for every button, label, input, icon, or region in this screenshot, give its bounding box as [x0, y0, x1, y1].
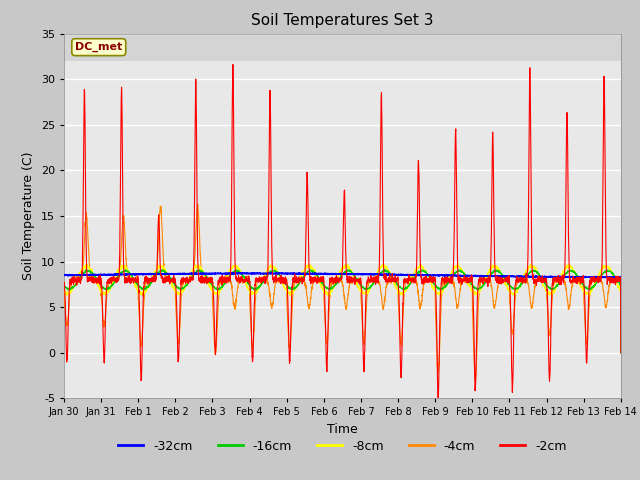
-32cm [617, 274, 625, 280]
-2cm [606, 280, 614, 286]
Line: -2cm: -2cm [64, 64, 621, 399]
-16cm [124, 269, 132, 275]
Text: DC_met: DC_met [75, 42, 122, 52]
-4cm [124, 272, 131, 277]
-4cm [274, 279, 282, 285]
-32cm [256, 270, 264, 276]
-16cm [60, 282, 68, 288]
X-axis label: Time: Time [327, 423, 358, 436]
-32cm [606, 274, 614, 280]
-32cm [546, 275, 554, 280]
-4cm [60, 292, 68, 298]
-2cm [617, 350, 625, 356]
Line: -8cm: -8cm [64, 264, 621, 353]
-8cm [298, 275, 305, 280]
Legend: -32cm, -16cm, -8cm, -4cm, -2cm: -32cm, -16cm, -8cm, -4cm, -2cm [113, 435, 572, 458]
-16cm [298, 276, 306, 282]
-32cm [274, 271, 282, 277]
-2cm [298, 274, 306, 280]
-4cm [606, 281, 614, 287]
-16cm [617, 350, 625, 356]
-2cm [274, 278, 282, 284]
Line: -32cm: -32cm [64, 273, 621, 278]
-32cm [124, 272, 131, 277]
-32cm [60, 272, 68, 277]
-2cm [124, 276, 131, 282]
-2cm [60, 281, 68, 287]
-2cm [157, 271, 164, 277]
Line: -16cm: -16cm [64, 270, 621, 353]
-4cm [298, 276, 306, 282]
-8cm [60, 288, 68, 293]
-2cm [435, 396, 442, 402]
-16cm [606, 268, 614, 274]
Title: Soil Temperatures Set 3: Soil Temperatures Set 3 [251, 13, 434, 28]
-8cm [617, 350, 625, 356]
Line: -4cm: -4cm [64, 204, 621, 382]
-4cm [617, 350, 625, 356]
-16cm [546, 286, 554, 292]
-4cm [472, 379, 479, 384]
-16cm [274, 269, 282, 275]
-2cm [547, 357, 554, 363]
-4cm [547, 327, 554, 333]
-8cm [454, 261, 462, 266]
-8cm [546, 292, 554, 298]
-16cm [157, 268, 164, 274]
-4cm [157, 206, 164, 212]
Y-axis label: Soil Temperature (C): Soil Temperature (C) [22, 152, 35, 280]
-32cm [298, 271, 306, 276]
-2cm [229, 61, 237, 67]
-8cm [157, 263, 164, 268]
Bar [64, 34, 621, 61]
-8cm [274, 269, 282, 275]
-8cm [124, 266, 131, 272]
-16cm [82, 267, 90, 273]
-8cm [606, 266, 614, 272]
-4cm [194, 202, 202, 207]
-32cm [598, 275, 606, 281]
-32cm [157, 271, 164, 277]
